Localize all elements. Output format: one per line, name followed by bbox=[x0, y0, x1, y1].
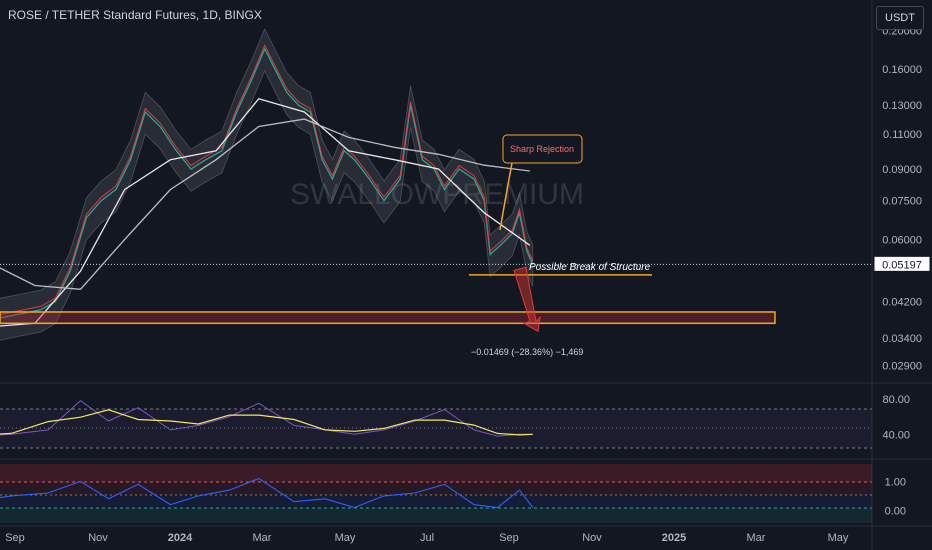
rsi-ma-line bbox=[0, 409, 533, 436]
time-tick-label: Nov bbox=[88, 532, 108, 544]
ma-slow-line bbox=[0, 118, 530, 290]
price-series bbox=[0, 28, 534, 341]
price-tick-label: 0.07500 bbox=[882, 196, 922, 208]
last-price-label: 0.05197 bbox=[882, 259, 922, 271]
time-tick-label: 2024 bbox=[168, 532, 193, 544]
osc-upper-band bbox=[0, 482, 872, 495]
price-pane[interactable] bbox=[0, 0, 872, 380]
rsi-tick-label: 40.00 bbox=[882, 429, 910, 441]
price-tick-label: 0.06000 bbox=[882, 234, 922, 246]
osc-lower-band bbox=[0, 495, 872, 508]
callout-connector bbox=[499, 162, 513, 231]
price-tick-label: 0.13000 bbox=[882, 100, 922, 112]
osc-oversold-band bbox=[0, 508, 872, 523]
measure-label: −0.01469 (−28.36%) −1,469 bbox=[471, 347, 583, 357]
demand-zone[interactable] bbox=[0, 311, 776, 325]
watermark: SWALLOWPREMIUM bbox=[290, 178, 584, 211]
time-tick-label: May bbox=[828, 532, 849, 544]
time-tick-label: Mar bbox=[747, 532, 766, 544]
price-scale[interactable]: 0.200000.160000.130000.110000.090000.075… bbox=[882, 25, 922, 517]
rsi-tick-label: 80.00 bbox=[882, 394, 910, 406]
oscillator-line bbox=[0, 477, 534, 509]
price-tick-label: 0.16000 bbox=[882, 64, 922, 76]
time-tick-label: Sep bbox=[499, 532, 519, 544]
rsi-series bbox=[0, 399, 533, 437]
ma-fast-line bbox=[0, 97, 531, 327]
price-tick-label: 0.09000 bbox=[882, 164, 922, 176]
price-tick-label: 0.04200 bbox=[882, 296, 922, 308]
sharp-rejection-callout[interactable] bbox=[502, 134, 583, 164]
short-ma-line bbox=[0, 44, 534, 316]
currency-button[interactable]: USDT bbox=[876, 6, 924, 30]
osc-tick-label: 1.00 bbox=[885, 476, 906, 488]
time-scale[interactable]: Sep Nov 2024 Mar May Jul Sep Nov 2025 Mar May bbox=[5, 532, 849, 544]
price-line bbox=[0, 47, 534, 319]
moving-averages bbox=[0, 97, 531, 327]
osc-overbought-band bbox=[0, 464, 872, 482]
time-tick-label: 2025 bbox=[662, 532, 686, 544]
time-tick-label: Sep bbox=[5, 532, 25, 544]
last-price-box[interactable] bbox=[873, 255, 931, 272]
rsi-pane[interactable] bbox=[0, 386, 872, 456]
oscillator-series bbox=[0, 477, 534, 509]
time-tick-label: Nov bbox=[582, 532, 602, 544]
oscillator-pane[interactable] bbox=[0, 462, 872, 524]
osc-tick-label: 0.00 bbox=[885, 505, 906, 517]
time-tick-label: May bbox=[335, 532, 356, 544]
price-tick-label: 0.03400 bbox=[882, 333, 922, 345]
time-tick-label: Mar bbox=[253, 532, 272, 544]
price-tick-label: 0.11000 bbox=[883, 129, 922, 141]
rsi-line bbox=[0, 399, 533, 437]
chart-title: ROSE / TETHER Standard Futures, 1D, BING… bbox=[8, 8, 262, 22]
price-envelope-band bbox=[0, 28, 534, 341]
sharp-rejection-label: Sharp Rejection bbox=[510, 144, 574, 154]
projection-arrow bbox=[513, 266, 541, 333]
time-tick-label: Jul bbox=[420, 532, 434, 544]
break-of-structure-label: Possible Break of Structure bbox=[529, 262, 651, 273]
price-tick-label: 0.02900 bbox=[882, 361, 922, 373]
